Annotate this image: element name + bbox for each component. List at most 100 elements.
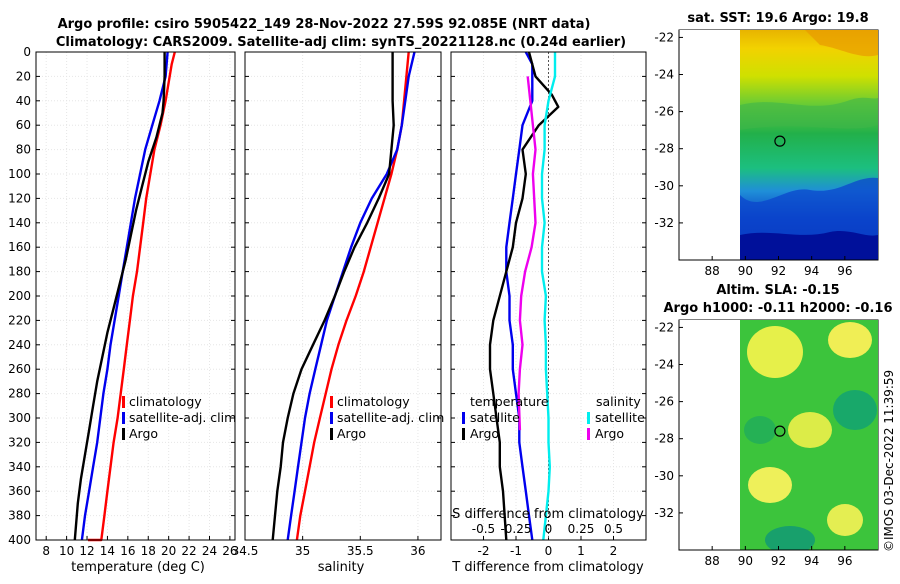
sst-land-mask (679, 30, 740, 260)
title-line-2: Climatology: CARS2009. Satellite-adj cli… (56, 35, 626, 50)
s-tick-label: -0.5 (472, 522, 495, 536)
y-tick-label: 200 (8, 289, 31, 303)
sst-map-ticks: -22 -24 -26 -28 -30 -32 88 90 92 94 96 (654, 30, 852, 278)
map-y-tick-label: -28 (654, 142, 674, 156)
map-x-tick-label: 94 (804, 264, 819, 278)
x-tick-label: -2 (478, 544, 490, 558)
map-x-tick-label: 94 (804, 554, 819, 568)
legend-t-argo: Argo (470, 426, 499, 441)
series-line-argo (73, 52, 166, 541)
x-tick-label: 8 (42, 544, 50, 558)
map-y-tick-label: -26 (654, 395, 674, 409)
legend-s-argo: Argo (595, 426, 624, 441)
y-tick-label: 260 (8, 362, 31, 376)
plot-area (245, 52, 441, 540)
map-y-tick-label: -32 (654, 506, 674, 520)
legend-swatch-t-argo (462, 428, 465, 440)
x-tick-label: 24 (202, 544, 217, 558)
x-tick-label: 20 (161, 544, 176, 558)
sla-low-3 (744, 416, 776, 444)
sla-high-5 (827, 504, 863, 536)
y-tick-label: 180 (8, 265, 31, 279)
y-tick-label: 380 (8, 509, 31, 523)
y-tick-label: 400 (8, 533, 31, 547)
salinity-legend: climatology satellite-adj. clim Argo (330, 394, 444, 441)
difference-profile-panel: -2 -1 0 1 2 -0.5 -0.25 0 0.25 0.5 (450, 51, 647, 558)
legend-climatology: climatology (129, 394, 202, 409)
sst-deep-cold (740, 231, 878, 260)
sla-map-title-2: Argo h1000: -0.11 h2000: -0.16 (663, 301, 892, 316)
map-y-tick-label: -26 (654, 105, 674, 119)
x-tick-label: 35.5 (347, 544, 374, 558)
x-tick-label: 26 (222, 544, 237, 558)
title-line-1: Argo profile: csiro 5905422_149 28-Nov-2… (58, 17, 591, 32)
x-tick-label: 35 (295, 544, 310, 558)
legend-satellite-adj: satellite-adj. clim (129, 410, 236, 425)
y-tick-label: 240 (8, 338, 31, 352)
x-tick-label: 14 (100, 544, 115, 558)
y-tick-label: 80 (16, 143, 31, 157)
sla-map-title-1: Altim. SLA: -0.15 (716, 283, 839, 298)
axes-frame (35, 51, 236, 541)
y-tick-label: 280 (8, 387, 31, 401)
map-y-tick-label: -22 (654, 320, 674, 334)
x-tick-label: 2 (610, 544, 618, 558)
legend-swatch-argo (122, 428, 125, 440)
sla-land-mask (679, 320, 740, 550)
y-tick-label: 0 (23, 45, 31, 59)
y-tick-label: 40 (16, 94, 31, 108)
map-x-tick-label: 96 (837, 554, 852, 568)
difference-legend: temperature satellite Argo salinity sate… (462, 394, 645, 441)
legend-swatch-satellite (122, 412, 125, 424)
sla-high-2 (828, 322, 872, 358)
y-tick-label: 300 (8, 411, 31, 425)
sst-argo-marker (774, 135, 786, 147)
map-x-tick-label: 92 (771, 554, 786, 568)
y-tick-label: 220 (8, 313, 31, 327)
legend-swatch-argo (330, 428, 333, 440)
legend-temperature-title: temperature (470, 394, 549, 409)
map-y-tick-label: -28 (654, 432, 674, 446)
x-tick-label: 1 (577, 544, 585, 558)
y-tick-label: 320 (8, 435, 31, 449)
map-y-tick-label: -22 (654, 30, 674, 44)
y-tick-label: 60 (16, 118, 31, 132)
sla-argo-marker (774, 425, 786, 437)
temperature-legend: climatology satellite-adj. clim Argo (122, 394, 236, 441)
legend-argo: Argo (337, 426, 366, 441)
sla-map-ticks: -22 -24 -26 -28 -30 -32 88 90 92 94 96 (654, 320, 852, 568)
t-difference-xlabel: T difference from climatology (451, 560, 644, 575)
s-difference-xlabel: S difference from climatology (452, 507, 644, 522)
map-y-tick-label: -32 (654, 216, 674, 230)
series-line-temperature-satellite (505, 51, 534, 541)
map-x-tick-label: 90 (738, 554, 753, 568)
legend-swatch-climatology (330, 396, 333, 408)
y-tick-label: 100 (8, 167, 31, 181)
legend-argo: Argo (129, 426, 158, 441)
sst-map: -22 -24 -26 -28 -30 -32 88 90 92 94 96 (654, 29, 879, 278)
x-tick-label: 0 (545, 544, 553, 558)
s-tick-label: 0.25 (568, 522, 595, 536)
legend-swatch-s-argo (587, 428, 590, 440)
sst-warm-patch (805, 30, 878, 57)
sla-high-1 (747, 326, 803, 378)
y-tick-label: 120 (8, 191, 31, 205)
map-x-tick-label: 88 (705, 264, 720, 278)
series-line-salinity-satellite (540, 52, 557, 541)
y-tick-label: 160 (8, 240, 31, 254)
sla-map: -22 -24 -26 -28 -30 -32 88 90 92 94 96 (654, 319, 879, 568)
sst-map-title: sat. SST: 19.6 Argo: 19.8 (687, 11, 868, 26)
x-tick-label: 18 (141, 544, 156, 558)
y-tick-label: 340 (8, 460, 31, 474)
series-line-temperature-argo (488, 51, 560, 541)
temperature-xlabel: temperature (deg C) (71, 560, 205, 575)
legend-salinity-title: salinity (596, 394, 641, 409)
sla-low-2 (765, 526, 815, 550)
sla-low-1 (833, 390, 877, 430)
sst-green-band (740, 97, 878, 130)
legend-swatch-s-satellite (587, 412, 590, 424)
map-y-tick-label: -24 (654, 358, 674, 372)
x-tick-label: -1 (510, 544, 522, 558)
